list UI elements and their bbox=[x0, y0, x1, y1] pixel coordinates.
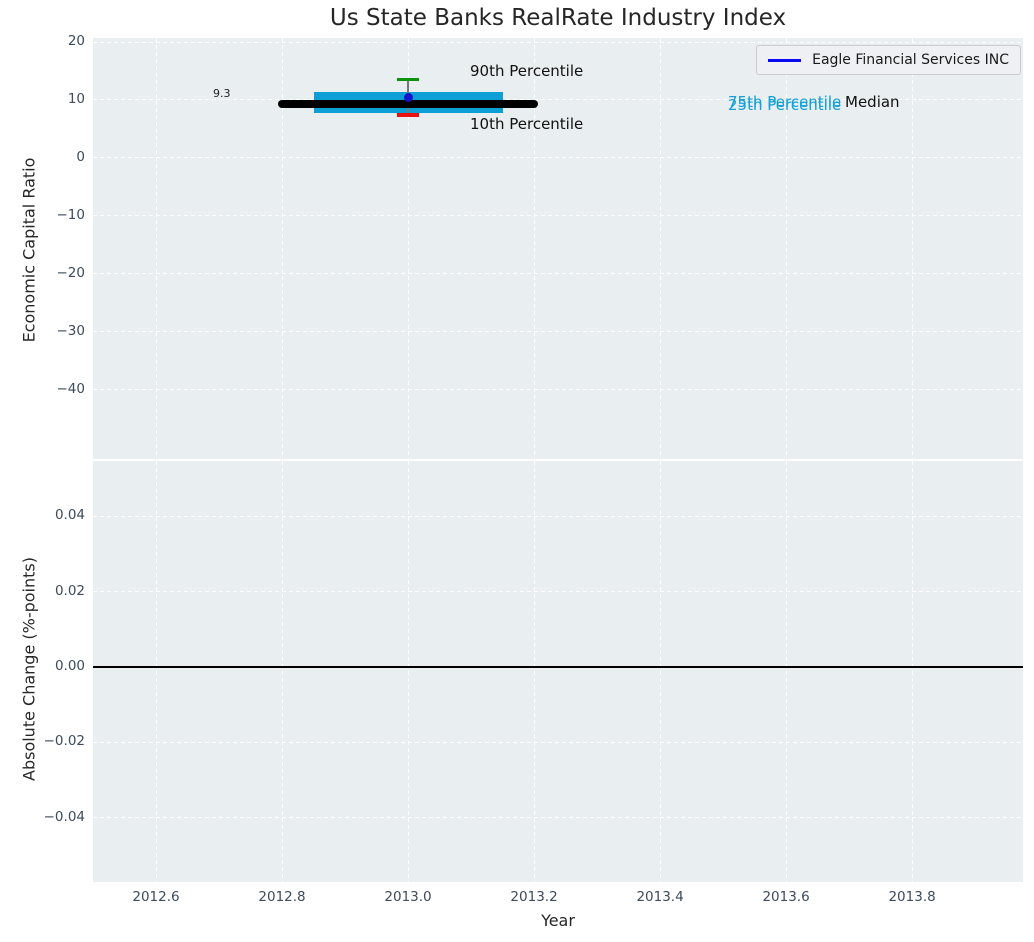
gridline-vertical bbox=[659, 461, 661, 882]
legend: Eagle Financial Services INC bbox=[756, 45, 1021, 75]
y-tick-label: −0.04 bbox=[43, 808, 85, 825]
gridline-vertical bbox=[407, 38, 409, 459]
top-y-axis-label: Economic Capital Ratio bbox=[19, 157, 39, 343]
legend-entry-label: Eagle Financial Services INC bbox=[812, 52, 1009, 68]
x-tick-label: 2013.6 bbox=[762, 889, 810, 905]
gridline-vertical bbox=[281, 38, 283, 459]
y-tick-label: −40 bbox=[56, 380, 86, 397]
company-data-point bbox=[403, 93, 413, 103]
x-tick-label: 2013.0 bbox=[384, 889, 432, 905]
legend-line-sample-icon bbox=[768, 58, 802, 62]
gridline-vertical bbox=[533, 461, 535, 882]
median-line bbox=[278, 100, 539, 109]
gridline-vertical bbox=[533, 38, 535, 459]
x-tick-label: 2013.2 bbox=[510, 889, 558, 905]
y-tick-label: 0.04 bbox=[54, 507, 85, 524]
gridline-vertical bbox=[911, 38, 913, 459]
x-axis-label: Year bbox=[541, 911, 575, 930]
x-tick-label: 2013.4 bbox=[636, 889, 684, 905]
p75-annotation: 75th Percentile bbox=[728, 93, 842, 111]
y-tick-label: 10 bbox=[67, 90, 85, 107]
gridline-horizontal bbox=[93, 215, 1023, 217]
p90-annotation: 90th Percentile bbox=[470, 62, 584, 80]
gridline-horizontal bbox=[93, 741, 1023, 743]
y-tick-label: 0.00 bbox=[54, 657, 85, 674]
zero-reference-line bbox=[93, 666, 1023, 668]
y-tick-label: 0 bbox=[76, 148, 85, 165]
x-tick-label: 2012.6 bbox=[132, 889, 180, 905]
x-tick-label: 2012.8 bbox=[258, 889, 306, 905]
bottom-y-axis-label: Absolute Change (%-points) bbox=[19, 557, 39, 781]
gridline-vertical bbox=[155, 38, 157, 459]
median-annotation: Median bbox=[845, 93, 900, 111]
p10-annotation: 10th Percentile bbox=[470, 115, 584, 133]
y-tick-label: −30 bbox=[56, 322, 86, 339]
gridline-vertical bbox=[785, 461, 787, 882]
y-tick-label: 0.02 bbox=[54, 582, 85, 599]
gridline-horizontal bbox=[93, 817, 1023, 819]
gridline-horizontal bbox=[93, 389, 1023, 390]
gridline-horizontal bbox=[93, 99, 1023, 101]
y-tick-label: −20 bbox=[56, 264, 86, 281]
gridline-vertical bbox=[407, 461, 409, 882]
gridline-vertical bbox=[281, 461, 283, 882]
y-tick-label: −0.02 bbox=[43, 733, 85, 750]
p90-cap-marker bbox=[397, 77, 420, 82]
gridline-horizontal bbox=[93, 157, 1023, 159]
gridline-horizontal bbox=[93, 515, 1023, 517]
p10-cap-marker bbox=[397, 113, 420, 117]
gridline-horizontal bbox=[93, 331, 1023, 333]
gridline-horizontal bbox=[93, 591, 1023, 593]
y-tick-label: 20 bbox=[67, 33, 85, 50]
gridline-vertical bbox=[659, 38, 661, 459]
gridline-vertical bbox=[785, 38, 787, 459]
p25-annotation: 25th Percentile bbox=[728, 96, 842, 114]
gridline-horizontal bbox=[93, 273, 1023, 275]
top-axes bbox=[93, 38, 1023, 459]
gridline-horizontal bbox=[93, 41, 1023, 43]
chart-title: Us State Banks RealRate Industry Index bbox=[329, 5, 787, 31]
x-tick-label: 2013.8 bbox=[888, 889, 936, 905]
y-tick-label: −10 bbox=[56, 206, 86, 223]
gridline-vertical bbox=[155, 461, 157, 882]
gridline-vertical bbox=[911, 461, 913, 882]
median-value-annotation: 9.3 bbox=[213, 87, 231, 100]
bottom-axes bbox=[93, 461, 1023, 882]
